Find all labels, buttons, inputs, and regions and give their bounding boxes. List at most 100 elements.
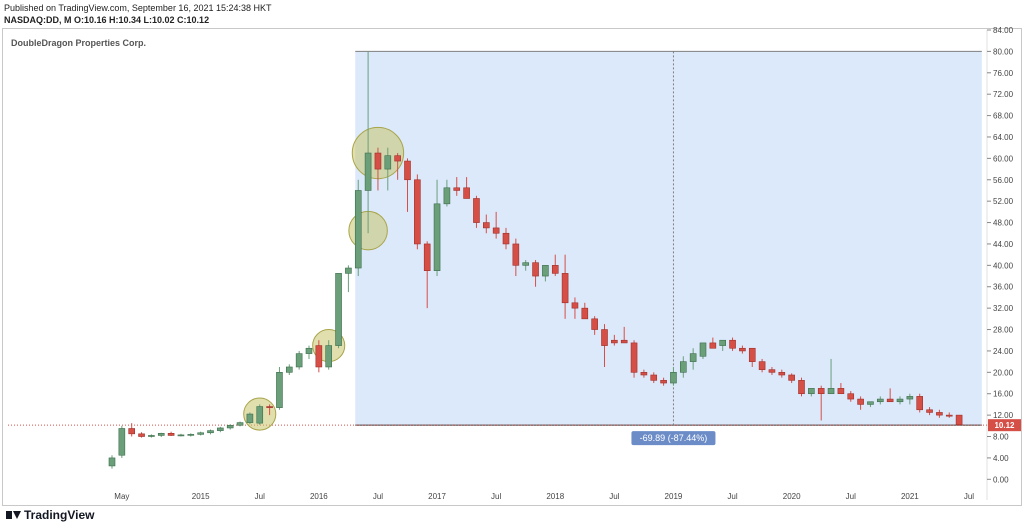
candle-down bbox=[315, 345, 323, 368]
candle-up bbox=[335, 273, 342, 346]
y-tick-label: 60.00 bbox=[993, 154, 1014, 163]
candle-up bbox=[670, 372, 677, 384]
x-tick-label: 2016 bbox=[310, 492, 328, 501]
y-tick-label: 28.00 bbox=[993, 326, 1014, 335]
candle-down bbox=[640, 372, 648, 376]
candle-up bbox=[207, 430, 214, 434]
candle-down bbox=[817, 388, 825, 395]
x-tick-label: 2015 bbox=[192, 492, 210, 501]
candle-down bbox=[601, 329, 608, 346]
candle-down bbox=[729, 339, 736, 349]
candle-up bbox=[108, 457, 116, 467]
candle-up bbox=[906, 396, 914, 400]
candle-down bbox=[926, 409, 933, 413]
symbol-ohlc-line: NASDAQ:DD, M O:10.16 H:10.34 L:10.02 C:1… bbox=[4, 15, 210, 25]
y-tick-label: 16.00 bbox=[993, 390, 1014, 399]
candle-up bbox=[305, 347, 313, 354]
candle-up bbox=[354, 190, 362, 269]
measure-range-box bbox=[355, 51, 982, 426]
footer-brand: TradingView bbox=[6, 508, 94, 522]
candle-down bbox=[473, 198, 480, 223]
candle-up bbox=[384, 155, 392, 170]
candle-down bbox=[581, 307, 589, 320]
candle-up bbox=[542, 265, 549, 277]
candle-up bbox=[276, 372, 283, 408]
y-tick-label: 52.00 bbox=[993, 197, 1014, 206]
candle-up bbox=[236, 422, 244, 426]
candle-down bbox=[660, 380, 667, 384]
candle-up bbox=[719, 339, 727, 346]
candle-down bbox=[768, 369, 776, 373]
candle-down bbox=[532, 262, 539, 277]
candle-down bbox=[502, 232, 510, 245]
candle-up bbox=[679, 361, 687, 373]
x-tick-label: Jul bbox=[255, 492, 265, 501]
candle-up bbox=[256, 406, 264, 424]
candle-down bbox=[611, 339, 618, 344]
candle-down bbox=[798, 380, 805, 395]
candle-up bbox=[325, 345, 333, 368]
x-tick-label: 2018 bbox=[546, 492, 564, 501]
candle-up bbox=[157, 433, 165, 436]
candle-down bbox=[453, 187, 461, 191]
candle-up bbox=[345, 267, 352, 274]
y-tick-label: 40.00 bbox=[993, 261, 1014, 270]
y-tick-label: 36.00 bbox=[993, 283, 1014, 292]
publication-info: Published on TradingView.com, September … bbox=[4, 3, 272, 13]
candle-down bbox=[482, 222, 490, 229]
candle-up bbox=[246, 413, 254, 423]
current-price-label: 10.12 bbox=[994, 421, 1015, 430]
y-tick-label: 32.00 bbox=[993, 304, 1014, 313]
candle-up bbox=[827, 388, 835, 395]
candle-down bbox=[463, 187, 470, 199]
candle-down bbox=[551, 265, 559, 274]
candle-down bbox=[837, 388, 845, 395]
y-tick-label: 20.00 bbox=[993, 368, 1014, 377]
candle-down bbox=[709, 342, 717, 349]
candle-up bbox=[867, 401, 874, 405]
candle-down bbox=[404, 160, 411, 181]
x-tick-label: Jul bbox=[727, 492, 737, 501]
y-tick-label: 68.00 bbox=[993, 112, 1014, 121]
candle-down bbox=[847, 393, 855, 400]
y-tick-label: 76.00 bbox=[993, 69, 1014, 78]
y-tick-label: 64.00 bbox=[993, 133, 1014, 142]
candle-up bbox=[876, 398, 884, 403]
candle-down bbox=[414, 179, 421, 245]
candle-down bbox=[739, 347, 746, 352]
x-tick-label: 2021 bbox=[901, 492, 919, 501]
candle-down bbox=[778, 372, 786, 376]
y-tick-label: 4.00 bbox=[993, 454, 1009, 463]
candle-up bbox=[226, 424, 234, 429]
x-tick-label: Jul bbox=[846, 492, 856, 501]
x-tick-label: May bbox=[114, 492, 129, 501]
candle-down bbox=[266, 406, 273, 408]
candle-up bbox=[689, 353, 697, 362]
candle-down bbox=[857, 398, 864, 405]
x-tick-label: Jul bbox=[964, 492, 974, 501]
candle-up bbox=[177, 434, 185, 437]
candle-down bbox=[620, 339, 628, 344]
candle-down bbox=[394, 155, 401, 162]
measure-badge-label: -69.89 (-87.44%) bbox=[640, 433, 708, 443]
candle-down bbox=[630, 342, 638, 373]
tradingview-logo-icon bbox=[6, 510, 21, 520]
candle-up bbox=[295, 353, 303, 368]
chart-frame bbox=[2, 28, 1022, 506]
y-tick-label: 80.00 bbox=[993, 47, 1014, 56]
candle-down bbox=[492, 227, 500, 234]
brand-label: TradingView bbox=[24, 508, 95, 522]
y-tick-label: 44.00 bbox=[993, 240, 1014, 249]
candle-down bbox=[374, 152, 382, 170]
candle-down bbox=[128, 428, 135, 435]
y-tick-label: 24.00 bbox=[993, 347, 1014, 356]
candle-up bbox=[896, 398, 904, 403]
candle-up bbox=[217, 427, 224, 431]
candle-down bbox=[945, 414, 953, 417]
current-price-tag bbox=[988, 419, 1021, 432]
candle-down bbox=[423, 243, 431, 271]
candle-up bbox=[187, 434, 195, 436]
x-tick-label: Jul bbox=[491, 492, 501, 501]
candle-up bbox=[522, 262, 530, 266]
